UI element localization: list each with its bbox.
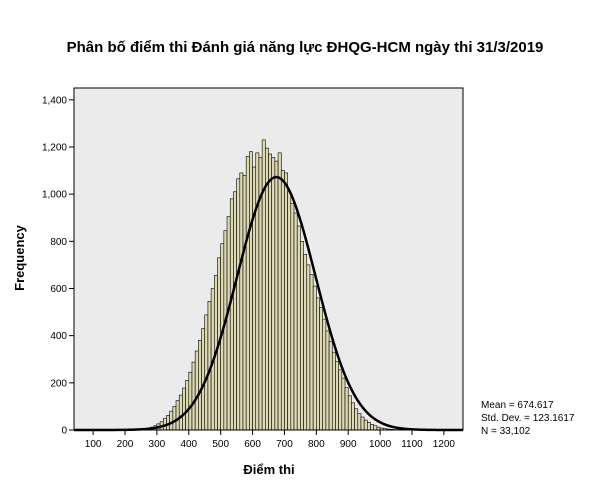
histogram-bar	[363, 419, 368, 431]
x-tick-label: 800	[308, 439, 325, 450]
x-tick-label: 1000	[369, 439, 392, 450]
histogram-bar	[296, 225, 301, 431]
histogram-bar	[226, 216, 231, 431]
histogram-bar	[284, 172, 288, 431]
histogram-bar	[188, 371, 193, 431]
histogram-bar	[357, 413, 362, 431]
histogram-bar	[367, 422, 371, 431]
histogram-bar	[293, 212, 298, 431]
histogram-bar	[335, 361, 339, 431]
histogram-bar	[347, 395, 352, 431]
histogram-bar	[252, 166, 257, 431]
y-tick-label: 0	[61, 426, 67, 437]
statistics-box: Mean = 674.617 Std. Dev. = 123.1617 N = …	[481, 400, 575, 437]
histogram-bar	[229, 198, 234, 431]
histogram-bar	[303, 253, 308, 431]
y-tick-label: 400	[50, 331, 67, 342]
histogram-bar	[223, 230, 228, 431]
x-tick-label: 100	[85, 439, 102, 450]
y-tick-label: 1,200	[42, 142, 67, 153]
histogram-bar	[233, 191, 237, 431]
histogram-bar	[249, 151, 253, 431]
x-tick-label: 500	[212, 439, 229, 450]
histogram-bar	[280, 170, 285, 431]
histogram-bar	[322, 318, 327, 431]
histogram-bar	[319, 307, 324, 431]
x-tick-label: 1200	[433, 439, 456, 450]
histogram-bar	[338, 369, 343, 431]
histogram-bar	[201, 328, 206, 431]
histogram-bar	[316, 297, 320, 431]
y-tick-label: 1,000	[42, 190, 67, 201]
normal-curve	[74, 175, 463, 432]
histogram-bar	[271, 157, 276, 431]
histogram-bar	[242, 174, 247, 431]
plot-frame	[73, 87, 464, 431]
y-axis: 0 200 400 600 800 1,000 1,200 1,400	[42, 95, 74, 437]
y-axis-title: Frequency	[12, 224, 27, 291]
x-tick-label: 600	[244, 439, 261, 450]
histogram-bar	[191, 361, 196, 431]
x-tick-label: 200	[117, 439, 134, 450]
stat-std-dev: Std. Dev. = 123.1617	[481, 413, 575, 424]
histogram-bar	[268, 153, 272, 431]
x-tick-label: 300	[149, 439, 166, 450]
histogram-bar	[344, 387, 349, 431]
x-tick-label: 900	[340, 439, 357, 450]
histogram-bar	[306, 264, 311, 431]
stat-n: N = 33,102	[481, 426, 531, 437]
histogram-bar	[178, 394, 183, 431]
histogram-bar	[373, 425, 378, 431]
histogram-bar	[265, 147, 269, 431]
x-axis-title: Điểm thi	[243, 462, 294, 477]
x-tick-label: 700	[276, 439, 293, 450]
histogram-bar	[312, 285, 317, 431]
histogram-bar	[354, 408, 359, 431]
histogram-bar	[277, 152, 282, 431]
histogram-bar	[198, 340, 202, 431]
histogram-bar	[274, 160, 279, 431]
histogram-bar	[290, 203, 295, 431]
histogram-bar	[172, 406, 177, 431]
histogram-bar	[331, 351, 336, 431]
y-tick-label: 800	[50, 237, 67, 248]
histogram-bar	[236, 178, 241, 431]
stat-mean: Mean = 674.617	[481, 400, 554, 411]
histogram-bar	[255, 152, 260, 431]
histogram-bar	[261, 139, 266, 431]
histogram-bar	[370, 424, 375, 431]
x-axis: 100 200 300 400 500 600 700 800 900 1000 1100 1200	[85, 430, 456, 450]
histogram-bar	[309, 274, 314, 431]
histogram-bar	[287, 191, 292, 431]
histogram-bar	[351, 402, 355, 431]
histogram-bar	[182, 387, 186, 431]
histogram-bar	[328, 341, 333, 431]
histogram-bar	[239, 172, 244, 431]
x-tick-label: 1100	[401, 439, 423, 450]
histogram-bar	[185, 380, 190, 431]
histogram-bar	[245, 156, 250, 431]
y-tick-label: 1,400	[42, 95, 67, 106]
histogram-bar	[360, 416, 365, 431]
histogram-bar	[175, 400, 180, 431]
histogram-bar	[341, 377, 346, 431]
histogram-bar	[169, 410, 174, 431]
x-tick-label: 400	[180, 439, 197, 450]
y-tick-label: 200	[50, 378, 67, 389]
histogram-bar	[300, 241, 304, 431]
y-tick-label: 600	[50, 284, 67, 295]
chart-title: Phân bố điểm thi Đánh giá năng lực ĐHQG-…	[67, 39, 544, 56]
histogram-bar	[194, 350, 199, 431]
histogram-bar	[325, 330, 330, 431]
